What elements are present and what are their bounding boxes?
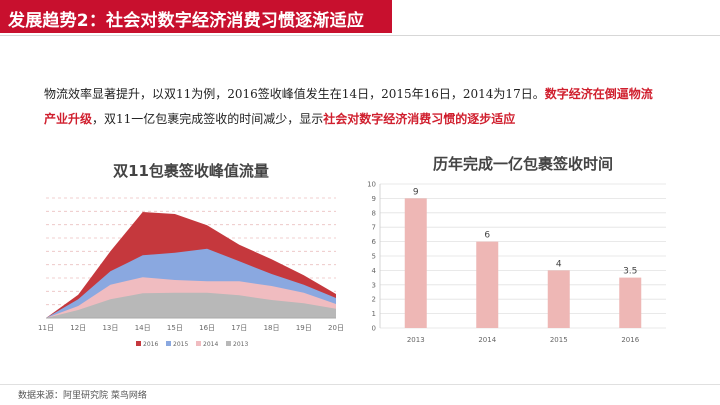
bar-y-tick-label: 1 bbox=[372, 310, 376, 318]
area-x-tick-label: 12日 bbox=[70, 324, 86, 332]
bar-y-tick-label: 7 bbox=[372, 224, 376, 232]
bar-data-label: 9 bbox=[413, 187, 419, 197]
bar-y-tick-label: 3 bbox=[372, 281, 376, 289]
bar-y-tick-label: 0 bbox=[372, 325, 376, 333]
delivery-time-bar-chart: 历年完成一亿包裹签收时间 0 1 2 3 4 5 6 7 8 9 10 9 2013 6 2014 4 2015 3… bbox=[367, 155, 666, 344]
bar-y-tick-label: 8 bbox=[372, 209, 376, 217]
legend-label-2016: 2016 bbox=[143, 341, 158, 348]
bar-2013 bbox=[404, 198, 427, 328]
bar-2015 bbox=[547, 270, 570, 328]
legend-label-2015: 2015 bbox=[173, 341, 188, 348]
area-x-tick-label: 15日 bbox=[167, 324, 183, 332]
peak-flow-area-chart: 双11包裹签收峰值流量 11日 12日 13日 14日 15日 16日 17日 18日 19日 20… bbox=[38, 162, 344, 348]
page-title: 发展趋势2：社会对数字经济消费习惯逐渐适应 bbox=[8, 11, 365, 31]
legend-swatch-2015 bbox=[166, 341, 171, 346]
bar-x-tick-label: 2013 bbox=[407, 336, 425, 344]
intro-highlight-2: 社会对数字经济消费习惯的逐步适应 bbox=[323, 112, 516, 126]
header-divider bbox=[0, 35, 720, 36]
area-x-tick-label: 18日 bbox=[264, 324, 280, 332]
source-note: 数据来源：阿里研究院 菜鸟网络 bbox=[18, 391, 147, 401]
bar-data-label: 4 bbox=[556, 259, 562, 269]
bar-y-tick-label: 5 bbox=[372, 253, 376, 261]
bar-2014 bbox=[476, 241, 499, 328]
area-x-tick-label: 19日 bbox=[296, 324, 312, 332]
bar-y-tick-label: 4 bbox=[372, 267, 377, 275]
intro-text-1: 物流效率显著提升，以双11为例，2016签收峰值发生在14日，2015年16日，… bbox=[44, 87, 545, 101]
area-x-tick-label: 16日 bbox=[199, 324, 215, 332]
bar-y-tick-label: 10 bbox=[367, 181, 376, 189]
bar-2016 bbox=[619, 277, 642, 328]
bar-x-tick-label: 2016 bbox=[621, 336, 639, 344]
legend-label-2013: 2013 bbox=[233, 341, 248, 348]
intro-highlight-1: 数字经济在倒逼物流产业升级 bbox=[44, 87, 653, 126]
bar-x-tick-label: 2014 bbox=[478, 336, 496, 344]
area-x-tick-label: 14日 bbox=[135, 324, 151, 332]
bar-chart-title: 历年完成一亿包裹签收时间 bbox=[433, 155, 613, 173]
area-x-tick-label: 20日 bbox=[328, 324, 344, 332]
intro-paragraph: 物流效率显著提升，以双11为例，2016签收峰值发生在14日，2015年16日，… bbox=[44, 82, 656, 132]
bar-data-label: 6 bbox=[484, 231, 490, 241]
bar-y-tick-label: 6 bbox=[372, 238, 377, 246]
bar-y-tick-label: 9 bbox=[372, 195, 376, 203]
area-chart-title: 双11包裹签收峰值流量 bbox=[113, 162, 269, 180]
area-x-tick-label: 13日 bbox=[102, 324, 118, 332]
intro-text-2: ，双11一亿包裹完成签收的时间减少，显示 bbox=[92, 112, 324, 126]
area-x-tick-label: 17日 bbox=[231, 324, 247, 332]
legend-swatch-2016 bbox=[136, 341, 141, 346]
area-x-tick-label: 11日 bbox=[38, 324, 54, 332]
area-series-2013 bbox=[46, 292, 336, 318]
legend-swatch-2014 bbox=[196, 341, 201, 346]
footer-divider bbox=[0, 384, 720, 385]
bar-x-tick-label: 2015 bbox=[550, 336, 568, 344]
bar-data-label: 3.5 bbox=[623, 267, 637, 277]
legend-label-2014: 2014 bbox=[203, 341, 218, 348]
title-bar: 发展趋势2：社会对数字经济消费习惯逐渐适应 bbox=[0, 0, 392, 33]
bar-y-tick-label: 2 bbox=[372, 296, 376, 304]
legend-swatch-2013 bbox=[226, 341, 231, 346]
